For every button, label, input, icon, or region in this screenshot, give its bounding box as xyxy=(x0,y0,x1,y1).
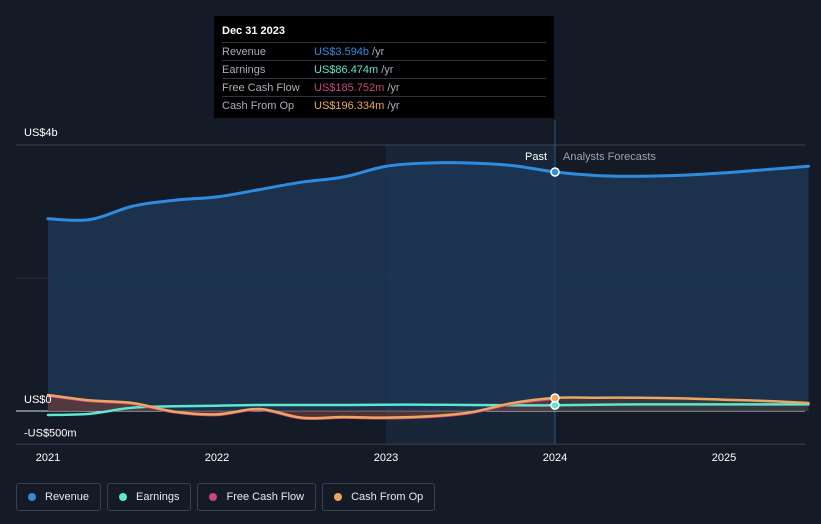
tooltip-row-free-cash-flow: Free Cash Flow US$185.752m /yr xyxy=(222,78,546,96)
tooltip-unit: /yr xyxy=(387,99,400,112)
tooltip-label: Revenue xyxy=(222,45,267,58)
y-tick-label-bottom: -US$500m xyxy=(24,427,77,439)
series-line-revenue xyxy=(46,161,810,222)
legend-label: Revenue xyxy=(45,491,90,503)
tooltip-value: US$3.594b xyxy=(314,45,370,58)
y-tick-label-zero: US$0 xyxy=(24,394,52,406)
y-tick-label-top: US$4b xyxy=(24,127,58,139)
tooltip-value: US$196.334m xyxy=(314,99,385,112)
tooltip-row-revenue: Revenue US$3.594b /yr xyxy=(222,42,546,60)
tooltip-row-earnings: Earnings US$86.474m /yr xyxy=(222,60,546,78)
legend-item-revenue[interactable]: Revenue xyxy=(16,483,102,511)
series-line-cash-from-op xyxy=(46,393,810,420)
legend-label: Free Cash Flow xyxy=(226,491,305,503)
legend-label: Cash From Op xyxy=(351,491,424,503)
tooltip-value: US$86.474m xyxy=(314,63,379,76)
legend-dot-icon xyxy=(28,493,36,501)
chart-legend: Revenue Earnings Free Cash Flow Cash Fro… xyxy=(16,483,436,511)
series-area-cash-from-op xyxy=(48,395,809,419)
series-marker-cash-from-op xyxy=(550,393,560,403)
x-tick-label: 2021 xyxy=(36,452,60,464)
past-label: Past xyxy=(525,151,547,163)
legend-item-earnings[interactable]: Earnings xyxy=(107,483,192,511)
x-tick-label: 2022 xyxy=(205,452,229,464)
tooltip-unit: /yr xyxy=(387,81,400,94)
legend-dot-icon xyxy=(334,493,343,501)
legend-dot-icon xyxy=(119,493,128,501)
tooltip-label: Earnings xyxy=(222,63,266,76)
tooltip-label: Cash From Op xyxy=(222,99,295,112)
hover-tooltip: Dec 31 2023 Revenue US$3.594b /yr Earnin… xyxy=(214,16,554,118)
tooltip-value: US$185.752m xyxy=(314,81,385,94)
tooltip-unit: /yr xyxy=(372,45,385,58)
legend-label: Earnings xyxy=(136,491,180,503)
series-area-revenue xyxy=(48,162,809,411)
tooltip-label: Free Cash Flow xyxy=(222,81,300,94)
legend-item-cash-from-op[interactable]: Cash From Op xyxy=(322,483,436,511)
series-area-free-cash-flow xyxy=(48,395,555,419)
x-tick-label: 2024 xyxy=(543,452,567,464)
series-marker-revenue xyxy=(550,167,560,177)
legend-dot-icon xyxy=(209,493,218,501)
x-tick-label: 2023 xyxy=(374,452,398,464)
series-line-earnings xyxy=(46,403,810,417)
tooltip-unit: /yr xyxy=(381,63,394,76)
x-tick-label: 2025 xyxy=(712,452,736,464)
legend-item-free-cash-flow[interactable]: Free Cash Flow xyxy=(197,483,317,511)
forecast-label: Analysts Forecasts xyxy=(563,151,656,163)
tooltip-row-cash-from-op: Cash From Op US$196.334m /yr xyxy=(222,96,546,114)
tooltip-date: Dec 31 2023 xyxy=(222,25,285,37)
